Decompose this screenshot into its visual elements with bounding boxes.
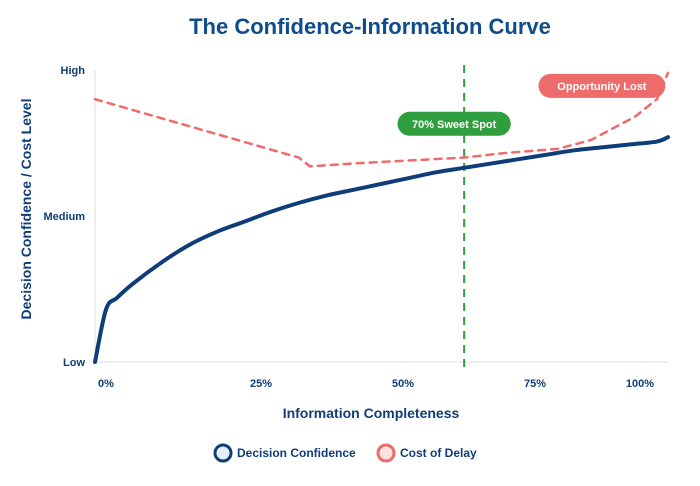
x-tick-label: 0% <box>98 378 114 390</box>
y-axis-title: Decision Confidence / Cost Level <box>18 99 34 320</box>
legend-item-decision-confidence: Decision Confidence <box>213 443 356 463</box>
opportunity-lost-badge: Opportunity Lost <box>538 73 666 98</box>
series-layer <box>93 71 670 364</box>
legend-marker <box>376 443 396 463</box>
x-tick-labels: 0% 25% 50% 75% 100% <box>98 378 654 390</box>
x-tick-label: 50% <box>392 378 414 390</box>
badge-background <box>397 111 511 136</box>
chart-title: The Confidence-Information Curve <box>189 14 551 39</box>
badge-label: 70% Sweet Spot <box>412 119 497 131</box>
y-tick-label: Low <box>63 357 85 369</box>
y-tick-labels: Low Medium High <box>43 65 85 369</box>
badge-background <box>538 73 666 98</box>
legend-item-cost-of-delay: Cost of Delay <box>376 443 477 463</box>
y-tick-label: Medium <box>43 211 85 223</box>
cost-of-delay-line <box>93 71 670 168</box>
decision-confidence-line <box>93 135 670 364</box>
legend: Decision Confidence Cost of Delay <box>213 443 477 463</box>
70-sweet-spot-badge: 70% Sweet Spot <box>397 111 511 136</box>
annotation-badges: 70% Sweet Spot Opportunity Lost <box>397 73 666 136</box>
plot-area: Low Medium High 0% 25% 50% 75% 100% 70% Sweet … <box>43 65 670 390</box>
badge-label: Opportunity Lost <box>557 81 647 93</box>
x-axis-title: Information Completeness <box>283 405 460 421</box>
x-tick-label: 25% <box>250 378 272 390</box>
legend-marker <box>213 443 233 463</box>
x-tick-label: 75% <box>524 378 546 390</box>
legend-label: Cost of Delay <box>400 446 477 460</box>
y-tick-label: High <box>61 65 86 77</box>
x-tick-label: 100% <box>626 378 654 390</box>
legend-label: Decision Confidence <box>237 446 356 460</box>
